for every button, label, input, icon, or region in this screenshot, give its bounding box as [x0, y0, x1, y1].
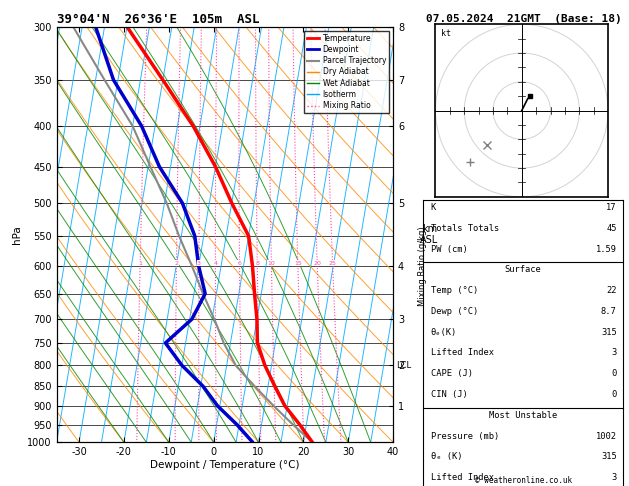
- Y-axis label: hPa: hPa: [12, 225, 21, 244]
- Y-axis label: km
ASL: km ASL: [420, 224, 438, 245]
- Text: Dewp (°C): Dewp (°C): [431, 307, 478, 316]
- Text: LCL: LCL: [396, 361, 411, 370]
- Legend: Temperature, Dewpoint, Parcel Trajectory, Dry Adiabat, Wet Adiabat, Isotherm, Mi: Temperature, Dewpoint, Parcel Trajectory…: [304, 31, 389, 113]
- Text: Most Unstable: Most Unstable: [489, 411, 557, 420]
- Text: Lifted Index: Lifted Index: [431, 473, 494, 482]
- X-axis label: Dewpoint / Temperature (°C): Dewpoint / Temperature (°C): [150, 460, 299, 470]
- Text: 8: 8: [255, 260, 259, 265]
- Text: Lifted Index: Lifted Index: [431, 348, 494, 358]
- Text: 2: 2: [174, 260, 179, 265]
- Text: PW (cm): PW (cm): [431, 245, 467, 254]
- Text: Pressure (mb): Pressure (mb): [431, 432, 499, 440]
- Text: θₑ (K): θₑ (K): [431, 452, 462, 461]
- Text: 07.05.2024  21GMT  (Base: 18): 07.05.2024 21GMT (Base: 18): [426, 14, 621, 24]
- Text: 1.59: 1.59: [596, 245, 616, 254]
- Text: 315: 315: [601, 452, 616, 461]
- Text: 6: 6: [238, 260, 242, 265]
- Text: 25: 25: [328, 260, 337, 265]
- Text: 39°04'N  26°36'E  105m  ASL: 39°04'N 26°36'E 105m ASL: [57, 13, 259, 26]
- Text: 1002: 1002: [596, 432, 616, 440]
- Text: 8.7: 8.7: [601, 307, 616, 316]
- Text: θₑ(K): θₑ(K): [431, 328, 457, 337]
- Text: 22: 22: [606, 286, 616, 295]
- Text: 20: 20: [313, 260, 321, 265]
- Text: Totals Totals: Totals Totals: [431, 224, 499, 233]
- Text: CAPE (J): CAPE (J): [431, 369, 472, 378]
- Text: 17: 17: [606, 203, 616, 212]
- Text: 45: 45: [606, 224, 616, 233]
- Text: 4: 4: [213, 260, 218, 265]
- Text: 15: 15: [294, 260, 302, 265]
- Text: © weatheronline.co.uk: © weatheronline.co.uk: [475, 476, 572, 485]
- Text: kt: kt: [441, 29, 451, 38]
- Text: 315: 315: [601, 328, 616, 337]
- Text: 0: 0: [611, 369, 616, 378]
- Text: 3: 3: [611, 348, 616, 358]
- Text: 1: 1: [138, 260, 142, 265]
- Text: Surface: Surface: [504, 265, 541, 275]
- Text: 3: 3: [197, 260, 201, 265]
- Text: 3: 3: [611, 473, 616, 482]
- Text: Temp (°C): Temp (°C): [431, 286, 478, 295]
- Text: 10: 10: [267, 260, 276, 265]
- Text: K: K: [431, 203, 436, 212]
- Text: Mixing Ratio (g/kg): Mixing Ratio (g/kg): [418, 226, 427, 306]
- Text: CIN (J): CIN (J): [431, 390, 467, 399]
- Text: 0: 0: [611, 390, 616, 399]
